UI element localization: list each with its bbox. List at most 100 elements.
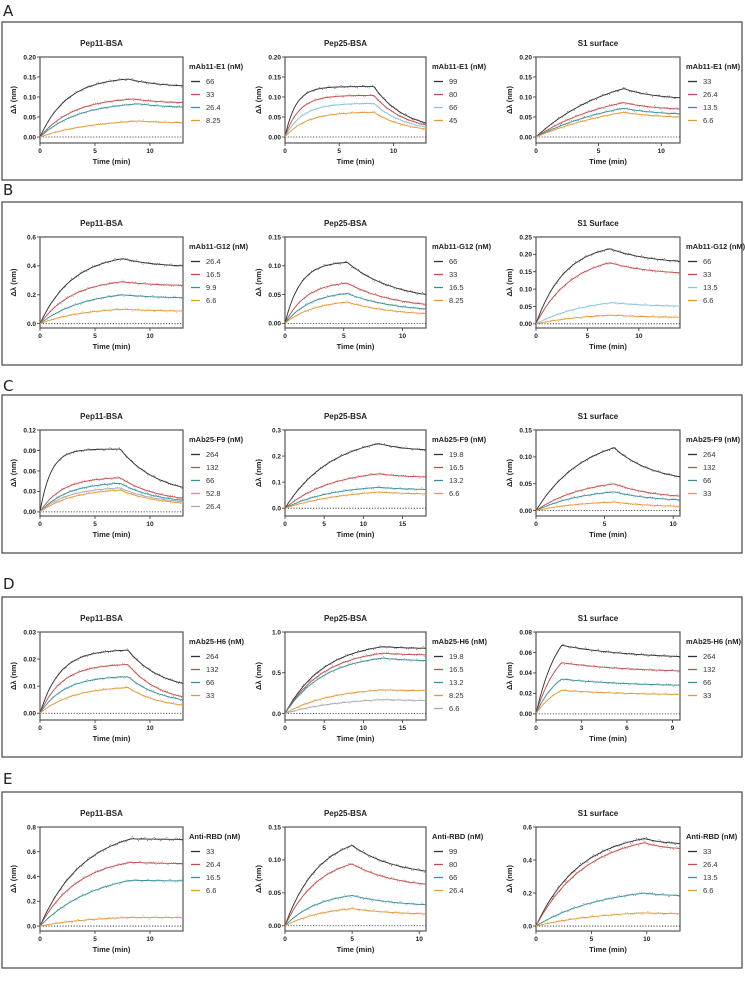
legend-label: 66 <box>449 103 457 112</box>
chart: Pep25-BSA 0.0 0.1 0.2 0.3 0 5 10 15 Time (min) Δλ … <box>254 412 487 539</box>
legend-label: 132 <box>206 463 219 472</box>
fit-curve <box>39 258 184 324</box>
fit-curve <box>39 294 184 325</box>
fit-curve <box>284 646 426 714</box>
plot-frame <box>284 631 427 721</box>
chart: S1 surface 0.00 0.02 0.04 0.06 0.08 0 3 6 9 Time (… <box>505 614 742 743</box>
fit-curve <box>535 662 681 715</box>
y-tick-label: 0.6 <box>523 824 532 831</box>
chart-title: S1 surface <box>578 39 619 48</box>
legend-label: 26.4 <box>703 90 718 99</box>
fit-curve <box>535 645 681 715</box>
legend-title: mAb25-F9 (nM) <box>432 435 487 444</box>
legend-label: 80 <box>449 860 457 869</box>
legend-label: 16.5 <box>206 873 221 882</box>
panel-A: A Pep11-BSA 0.00 0.05 0.10 0.15 0.20 0 5 10 Time (… <box>1 2 743 181</box>
chart: Pep11-BSA 0.0 0.2 0.4 0.6 0 5 10 Time (min) Δλ (n… <box>9 219 249 351</box>
y-tick-label: 0.8 <box>27 824 36 831</box>
raw-data-trace <box>535 891 681 927</box>
legend-label: 19.8 <box>449 450 464 459</box>
y-tick-label: 0.10 <box>268 94 281 101</box>
raw-data-trace <box>284 688 427 714</box>
y-tick-label: 0.2 <box>27 292 36 299</box>
x-tick-label: 0 <box>283 148 287 155</box>
x-tick-label: 5 <box>93 148 97 155</box>
y-axis-label: Δλ (nm) <box>9 865 18 893</box>
x-axis-label: Time (min) <box>589 530 627 539</box>
legend-label: 26.4 <box>206 860 221 869</box>
legend-label: 16.5 <box>449 665 464 674</box>
y-tick-label: 0.00 <box>268 134 281 141</box>
y-axis-label: Δλ (nm) <box>254 268 263 296</box>
raw-data-trace <box>39 877 184 927</box>
chart-title: Pep25-BSA <box>324 614 367 623</box>
legend-title: mAb25-H6 (nM) <box>432 637 488 646</box>
fit-curve <box>39 103 183 138</box>
x-tick-label: 0 <box>283 521 287 528</box>
legend-label: 33 <box>703 270 711 279</box>
panel-frame <box>1 791 743 969</box>
y-tick-label: 0.00 <box>268 923 281 930</box>
legend-label: 26.4 <box>703 860 718 869</box>
chart: S1 surface 0.00 0.05 0.10 0.15 0 5 10 Time (min)… <box>505 412 741 539</box>
y-tick-label: 0.10 <box>268 857 281 864</box>
x-tick-label: 15 <box>399 725 407 732</box>
x-tick-label: 15 <box>399 521 407 528</box>
y-tick-label: 0.00 <box>268 321 281 328</box>
legend-title: Anti-RBD (nM) <box>432 832 484 841</box>
y-axis-label: Δλ (nm) <box>9 459 18 487</box>
y-axis-label: Δλ (nm) <box>505 86 514 114</box>
y-tick-label: 0.20 <box>519 252 532 259</box>
legend-label: 13.5 <box>703 283 718 292</box>
x-axis-label: Time (min) <box>337 734 375 743</box>
x-axis-label: Time (min) <box>589 734 627 743</box>
fit-curve <box>284 908 427 927</box>
legend-title: mAb11-E1 (nM) <box>686 62 741 71</box>
fit-curve <box>39 281 183 324</box>
legend-label: 80 <box>449 90 457 99</box>
legend-label: 13.2 <box>449 476 464 485</box>
x-tick-label: 10 <box>658 148 666 155</box>
y-tick-label: 0.25 <box>519 234 532 241</box>
legend-label: 33 <box>206 691 214 700</box>
raw-data-trace <box>284 442 427 509</box>
panel-B: B Pep11-BSA 0.0 0.2 0.4 0.6 0 5 10 Time (min) Δλ (… <box>1 181 745 366</box>
x-axis-label: Time (min) <box>337 342 375 351</box>
legend-label: 33 <box>206 847 214 856</box>
chart-title: S1 surface <box>578 809 619 818</box>
fit-curve <box>39 861 183 927</box>
legend-label: 6.6 <box>703 116 713 125</box>
y-tick-label: 0.05 <box>519 481 532 488</box>
y-tick-label: 0.05 <box>519 114 532 121</box>
x-tick-label: 0 <box>283 936 287 943</box>
y-tick-label: 0.05 <box>268 890 281 897</box>
fit-curve <box>284 699 426 714</box>
raw-data-trace <box>284 656 427 714</box>
y-tick-label: 0.03 <box>23 489 36 496</box>
y-tick-label: 0.03 <box>23 629 36 636</box>
y-tick-label: 0.0 <box>272 505 281 512</box>
fit-curve <box>39 78 184 138</box>
fit-curve <box>39 98 183 138</box>
y-tick-label: 0.0 <box>272 711 281 718</box>
raw-data-trace <box>535 261 681 324</box>
legend-label: 99 <box>449 847 457 856</box>
y-tick-label: 0.05 <box>23 114 36 121</box>
y-tick-label: 0.0 <box>523 923 532 930</box>
fit-curve <box>39 838 183 927</box>
y-tick-label: 0.00 <box>23 509 36 516</box>
chart-title: S1 Surface <box>577 219 619 228</box>
plot-frame <box>535 429 681 517</box>
fit-curve <box>39 308 184 325</box>
fit-curve <box>39 649 184 714</box>
raw-data-trace <box>284 260 427 324</box>
legend-label: 33 <box>703 77 711 86</box>
raw-data-trace <box>39 447 184 512</box>
legend-label: 66 <box>703 678 711 687</box>
fit-curve <box>535 447 681 511</box>
panel-label: D <box>3 575 15 593</box>
x-tick-label: 5 <box>322 725 326 732</box>
